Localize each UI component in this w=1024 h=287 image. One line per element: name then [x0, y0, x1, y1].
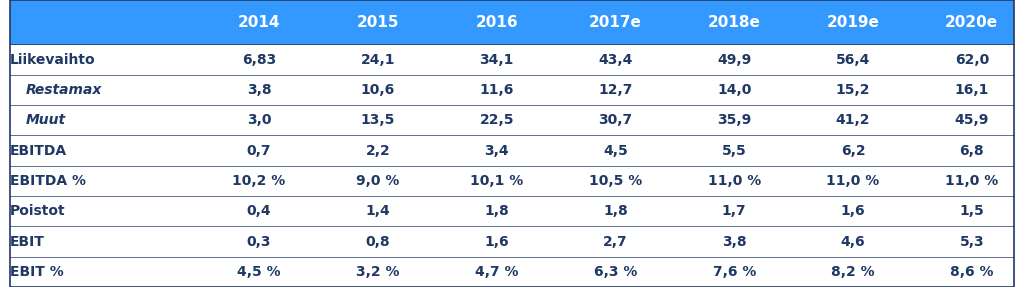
Text: 1,8: 1,8 — [603, 204, 628, 218]
Text: 9,0 %: 9,0 % — [356, 174, 399, 188]
Text: 56,4: 56,4 — [836, 53, 870, 67]
FancyBboxPatch shape — [10, 105, 1014, 135]
Text: 2018e: 2018e — [708, 15, 761, 30]
Text: 62,0: 62,0 — [954, 53, 989, 67]
Text: 1,7: 1,7 — [722, 204, 746, 218]
Text: 8,6 %: 8,6 % — [950, 265, 993, 279]
Text: 24,1: 24,1 — [360, 53, 395, 67]
Text: 2020e: 2020e — [945, 15, 998, 30]
Text: EBITDA %: EBITDA % — [10, 174, 86, 188]
Text: 4,6: 4,6 — [841, 234, 865, 249]
Text: 11,0 %: 11,0 % — [826, 174, 880, 188]
Text: Restamax: Restamax — [26, 83, 102, 97]
FancyBboxPatch shape — [10, 226, 1014, 257]
Text: 11,0 %: 11,0 % — [708, 174, 761, 188]
Text: 34,1: 34,1 — [479, 53, 514, 67]
Text: 43,4: 43,4 — [598, 53, 633, 67]
Text: 4,5 %: 4,5 % — [238, 265, 281, 279]
FancyBboxPatch shape — [10, 166, 1014, 196]
Text: 10,5 %: 10,5 % — [589, 174, 642, 188]
Text: 12,7: 12,7 — [598, 83, 633, 97]
Text: 8,2 %: 8,2 % — [831, 265, 874, 279]
Text: 2017e: 2017e — [589, 15, 642, 30]
Text: EBIT: EBIT — [10, 234, 45, 249]
Text: 3,8: 3,8 — [247, 83, 271, 97]
Text: Liikevaihto: Liikevaihto — [10, 53, 96, 67]
Text: 13,5: 13,5 — [360, 113, 395, 127]
Text: 22,5: 22,5 — [479, 113, 514, 127]
Text: Muut: Muut — [26, 113, 66, 127]
Text: 45,9: 45,9 — [954, 113, 989, 127]
Text: 16,1: 16,1 — [954, 83, 989, 97]
FancyBboxPatch shape — [10, 196, 1014, 226]
Text: 3,8: 3,8 — [722, 234, 746, 249]
Text: 2,2: 2,2 — [366, 144, 390, 158]
FancyBboxPatch shape — [10, 257, 1014, 287]
Text: 0,3: 0,3 — [247, 234, 271, 249]
Text: 1,8: 1,8 — [484, 204, 509, 218]
Text: 1,5: 1,5 — [959, 204, 984, 218]
Text: 3,2 %: 3,2 % — [356, 265, 399, 279]
Text: 6,2: 6,2 — [841, 144, 865, 158]
Text: 6,3 %: 6,3 % — [594, 265, 637, 279]
Text: 5,5: 5,5 — [722, 144, 746, 158]
FancyBboxPatch shape — [10, 135, 1014, 166]
Text: 11,6: 11,6 — [479, 83, 514, 97]
Text: 2019e: 2019e — [826, 15, 880, 30]
Text: 4,5: 4,5 — [603, 144, 628, 158]
Text: 10,6: 10,6 — [360, 83, 395, 97]
Text: 6,8: 6,8 — [959, 144, 984, 158]
Text: 0,4: 0,4 — [247, 204, 271, 218]
Text: 2014: 2014 — [238, 15, 281, 30]
Text: 10,2 %: 10,2 % — [232, 174, 286, 188]
Text: 3,0: 3,0 — [247, 113, 271, 127]
Text: 1,6: 1,6 — [841, 204, 865, 218]
Text: 5,3: 5,3 — [959, 234, 984, 249]
Text: 6,83: 6,83 — [242, 53, 276, 67]
Text: 41,2: 41,2 — [836, 113, 870, 127]
Text: 10,1 %: 10,1 % — [470, 174, 523, 188]
Text: 15,2: 15,2 — [836, 83, 870, 97]
Text: 3,4: 3,4 — [484, 144, 509, 158]
Text: 4,7 %: 4,7 % — [475, 265, 518, 279]
Text: EBIT %: EBIT % — [10, 265, 63, 279]
Text: 2016: 2016 — [475, 15, 518, 30]
Text: 7,6 %: 7,6 % — [713, 265, 756, 279]
Text: 0,8: 0,8 — [366, 234, 390, 249]
Text: EBITDA: EBITDA — [10, 144, 68, 158]
Text: 0,7: 0,7 — [247, 144, 271, 158]
Text: 11,0 %: 11,0 % — [945, 174, 998, 188]
Text: 30,7: 30,7 — [598, 113, 633, 127]
Text: 2,7: 2,7 — [603, 234, 628, 249]
FancyBboxPatch shape — [10, 44, 1014, 75]
FancyBboxPatch shape — [10, 75, 1014, 105]
Text: 14,0: 14,0 — [717, 83, 752, 97]
Text: Poistot: Poistot — [10, 204, 66, 218]
Text: 35,9: 35,9 — [717, 113, 752, 127]
Text: 2015: 2015 — [356, 15, 399, 30]
FancyBboxPatch shape — [10, 0, 1014, 44]
Text: 1,4: 1,4 — [366, 204, 390, 218]
Text: 49,9: 49,9 — [717, 53, 752, 67]
Text: 1,6: 1,6 — [484, 234, 509, 249]
